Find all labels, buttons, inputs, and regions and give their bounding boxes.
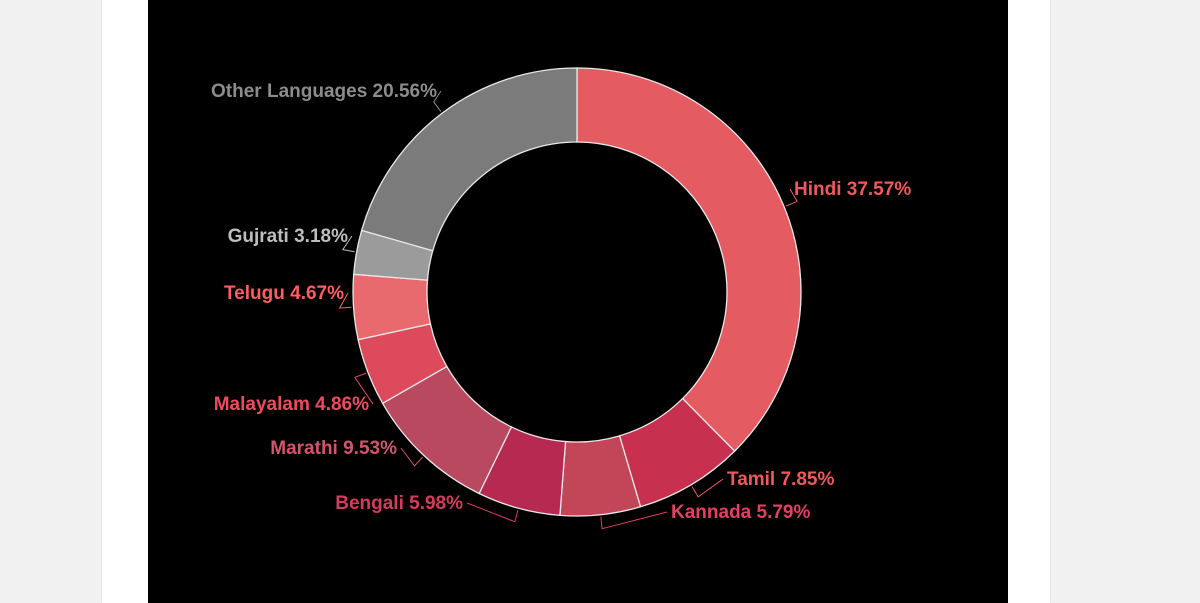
leader-line-tamil: [691, 478, 724, 498]
leader-line-gujrati: [341, 235, 355, 253]
leader-line-kannada: [600, 511, 668, 530]
data-label-malayalam: Malayalam 4.86%: [214, 394, 369, 415]
data-label-bengali: Bengali 5.98%: [335, 493, 463, 514]
leader-line-malayalam: [354, 372, 374, 405]
slice-hindi: [576, 67, 802, 453]
leader-line-marathi: [400, 447, 424, 467]
data-label-other-languages: Other Languages 20.56%: [211, 81, 437, 102]
data-label-hindi: Hindi 37.57%: [794, 179, 911, 200]
slice-other-languages: [360, 67, 578, 252]
slices-group: [352, 67, 802, 517]
labels-group: Hindi 37.57% Tamil 7.85% Kannada 5.79% Beng…: [211, 81, 911, 523]
data-label-telugu: Telugu 4.67%: [224, 283, 344, 304]
leader-line-other-languages: [433, 90, 442, 112]
leader-line-bengali: [466, 502, 519, 523]
leader-line-hindi: [785, 188, 798, 207]
data-label-tamil: Tamil 7.85%: [727, 469, 834, 490]
data-label-marathi: Marathi 9.53%: [270, 438, 397, 459]
leader-lines-group: [338, 90, 798, 530]
data-label-gujrati: Gujrati 3.18%: [228, 226, 348, 247]
data-label-kannada: Kannada 5.79%: [671, 502, 810, 523]
leader-line-telugu: [338, 292, 352, 309]
